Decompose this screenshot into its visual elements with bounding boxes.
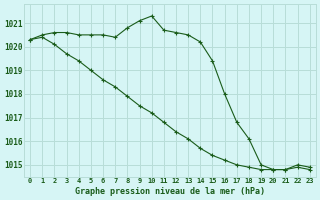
X-axis label: Graphe pression niveau de la mer (hPa): Graphe pression niveau de la mer (hPa) (75, 187, 265, 196)
